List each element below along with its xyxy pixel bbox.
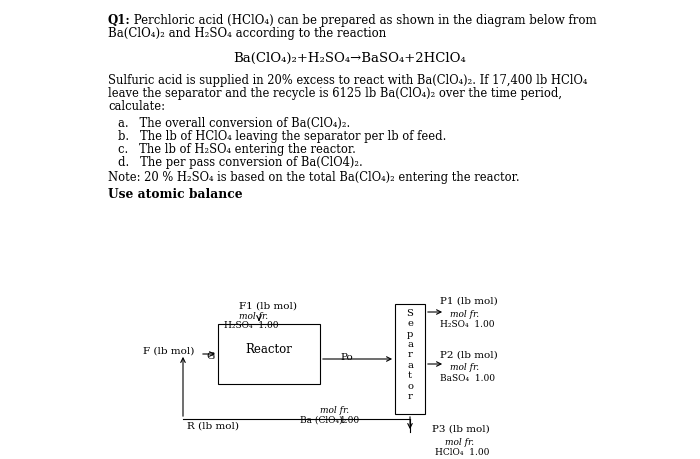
Text: mol fr.: mol fr. [450, 309, 479, 318]
Text: F1 (lb mol): F1 (lb mol) [239, 302, 297, 310]
Text: P1 (lb mol): P1 (lb mol) [440, 297, 498, 305]
Text: b.   The lb of HClO₄ leaving the separator per lb of feed.: b. The lb of HClO₄ leaving the separator… [118, 130, 447, 143]
Text: Reactor: Reactor [246, 343, 293, 356]
Text: Ba(ClO₄)₂ and H₂SO₄ according to the reaction: Ba(ClO₄)₂ and H₂SO₄ according to the rea… [108, 27, 386, 40]
Text: H₂SO₄  1.00: H₂SO₄ 1.00 [440, 319, 494, 328]
Text: leave the separator and the recycle is 6125 lb Ba(ClO₄)₂ over the time period,: leave the separator and the recycle is 6… [108, 87, 562, 100]
Text: P2 (lb mol): P2 (lb mol) [440, 350, 498, 359]
Text: H₂SO₄  1.00: H₂SO₄ 1.00 [224, 320, 279, 329]
Text: c.   The lb of H₂SO₄ entering the reactor.: c. The lb of H₂SO₄ entering the reactor. [118, 143, 356, 156]
Text: S
e
p
a
r
a
t
o
r: S e p a r a t o r [407, 308, 414, 400]
Text: Sulfuric acid is supplied in 20% excess to react with Ba(ClO₄)₂. If 17,400 lb HC: Sulfuric acid is supplied in 20% excess … [108, 74, 587, 87]
Text: BaSO₄  1.00: BaSO₄ 1.00 [440, 373, 495, 382]
Text: a.   The overall conversion of Ba(ClO₄)₂.: a. The overall conversion of Ba(ClO₄)₂. [118, 117, 350, 130]
Text: calculate:: calculate: [108, 100, 165, 113]
Bar [395, 304, 425, 414]
Text: 1.00: 1.00 [340, 415, 360, 424]
Text: mol fr.: mol fr. [445, 437, 474, 446]
Text: R (lb mol): R (lb mol) [187, 421, 239, 430]
Text: Note: 20 % H₂SO₄ is based on the total Ba(ClO₄)₂ entering the reactor.: Note: 20 % H₂SO₄ is based on the total B… [108, 171, 519, 184]
Text: Q1:: Q1: [108, 14, 131, 27]
Text: Use atomic balance: Use atomic balance [108, 188, 243, 201]
Text: Po: Po [340, 352, 353, 361]
Text: mol fr.: mol fr. [239, 311, 268, 320]
Bar [218, 325, 320, 384]
Text: mol fr.: mol fr. [450, 362, 479, 371]
Text: Ba (ClO₄)₂: Ba (ClO₄)₂ [300, 415, 346, 424]
Text: Ba(ClO₄)₂+H₂SO₄→BaSO₄+2HClO₄: Ba(ClO₄)₂+H₂SO₄→BaSO₄+2HClO₄ [234, 52, 466, 65]
Text: d.   The per pass conversion of Ba(ClO4)₂.: d. The per pass conversion of Ba(ClO4)₂. [118, 156, 363, 168]
Text: Perchloric acid (HClO₄) can be prepared as shown in the diagram below from: Perchloric acid (HClO₄) can be prepared … [130, 14, 596, 27]
Text: F (lb mol): F (lb mol) [143, 346, 195, 355]
Text: G: G [206, 351, 214, 360]
Text: P3 (lb mol): P3 (lb mol) [432, 424, 490, 433]
Text: mol fr.: mol fr. [320, 405, 349, 414]
Text: HClO₄  1.00: HClO₄ 1.00 [435, 447, 489, 456]
